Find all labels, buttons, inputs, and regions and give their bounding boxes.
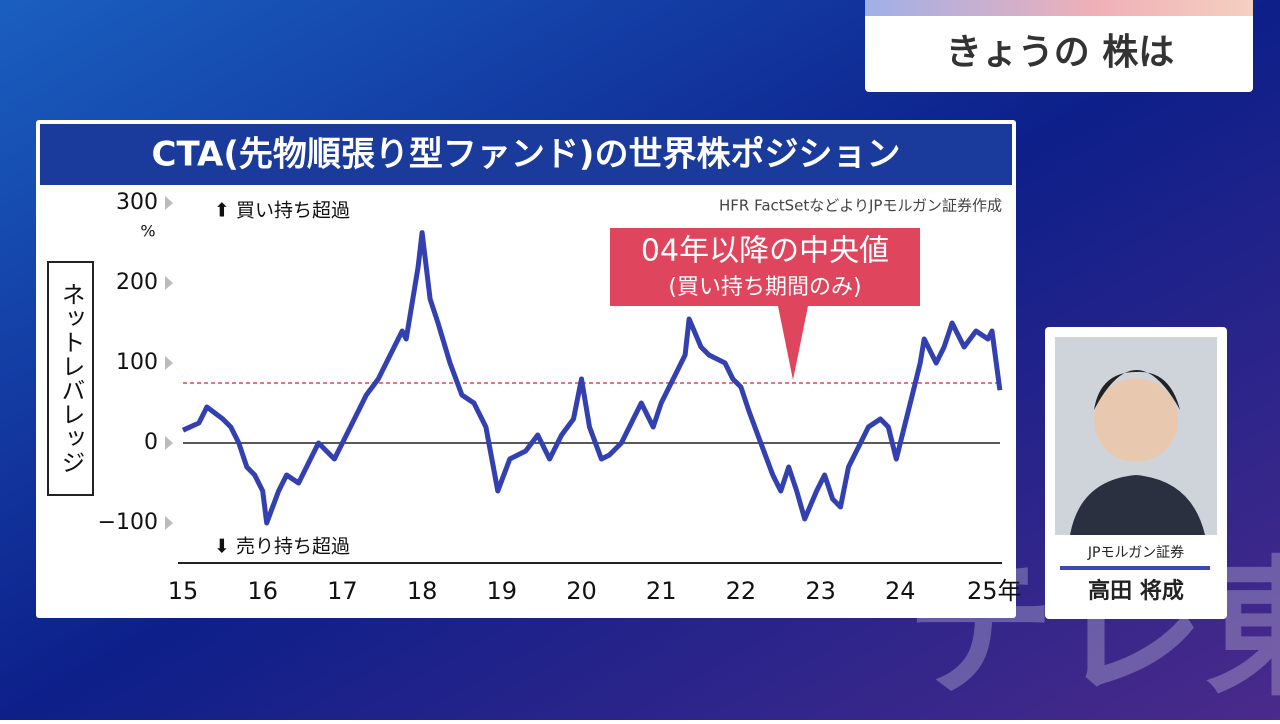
y-tick-label: 100 <box>116 350 158 375</box>
y-tick-mark <box>165 356 173 370</box>
y-tick-mark <box>165 196 173 210</box>
chart-title: CTA(先物順張り型ファンド)の世界株ポジション <box>152 135 901 175</box>
x-tick-label: 18 <box>407 577 438 605</box>
x-tick-label: 19 <box>487 577 518 605</box>
chart-title-bar <box>40 124 1012 185</box>
y-tick-mark <box>165 276 173 290</box>
y-axis-label: ネットレバレッジ <box>57 282 85 474</box>
guest-company: JPモルガン証券 <box>1087 545 1184 561</box>
x-tick-label: 23 <box>805 577 836 605</box>
data-line <box>181 230 1003 526</box>
header-box <box>865 0 1253 92</box>
chart-panel <box>36 120 1016 618</box>
guest-face <box>1094 378 1178 462</box>
y-tick-label: 300 <box>116 190 158 215</box>
x-tick-label: 22 <box>726 577 757 605</box>
y-tick-label: 0 <box>144 430 158 455</box>
guest-suit <box>1070 475 1205 535</box>
annotation-short: ⬇ 売り持ち超過 <box>214 536 350 558</box>
header-title: きょうの 株は <box>946 32 1175 73</box>
callout-sublabel: (買い持ち期間のみ) <box>668 275 861 300</box>
x-tick-label: 15 <box>168 577 199 605</box>
guest-hair <box>1094 370 1180 410</box>
y-tick-mark <box>165 516 173 530</box>
guest-name: 高田 将成 <box>1088 578 1184 604</box>
header-strip <box>865 0 1253 16</box>
x-tick-label: 24 <box>885 577 916 605</box>
guest-divider <box>1060 566 1210 570</box>
plot: −100 0 100 200 300 15 16 17 18 19 20 21 22 23 24 25年 <box>98 190 1022 605</box>
x-tick-label: 25年 <box>967 577 1022 605</box>
y-tick-mark <box>165 436 173 450</box>
x-tick-label: 20 <box>566 577 597 605</box>
callout-label: 04年以降の中央値 <box>641 234 889 269</box>
x-tick-label: 16 <box>247 577 278 605</box>
y-tick-label: −100 <box>98 510 158 535</box>
x-tick-label: 21 <box>646 577 677 605</box>
y-tick-label: 200 <box>116 270 158 295</box>
callout-box <box>610 228 920 380</box>
x-tick-label: 17 <box>327 577 358 605</box>
annotation-long: ⬆ 買い持ち超過 <box>214 200 350 222</box>
source: HFR FactSetなどよりJPモルガン証券作成 <box>719 197 1002 215</box>
y-unit: % <box>140 222 155 241</box>
y-label-box <box>47 261 94 496</box>
